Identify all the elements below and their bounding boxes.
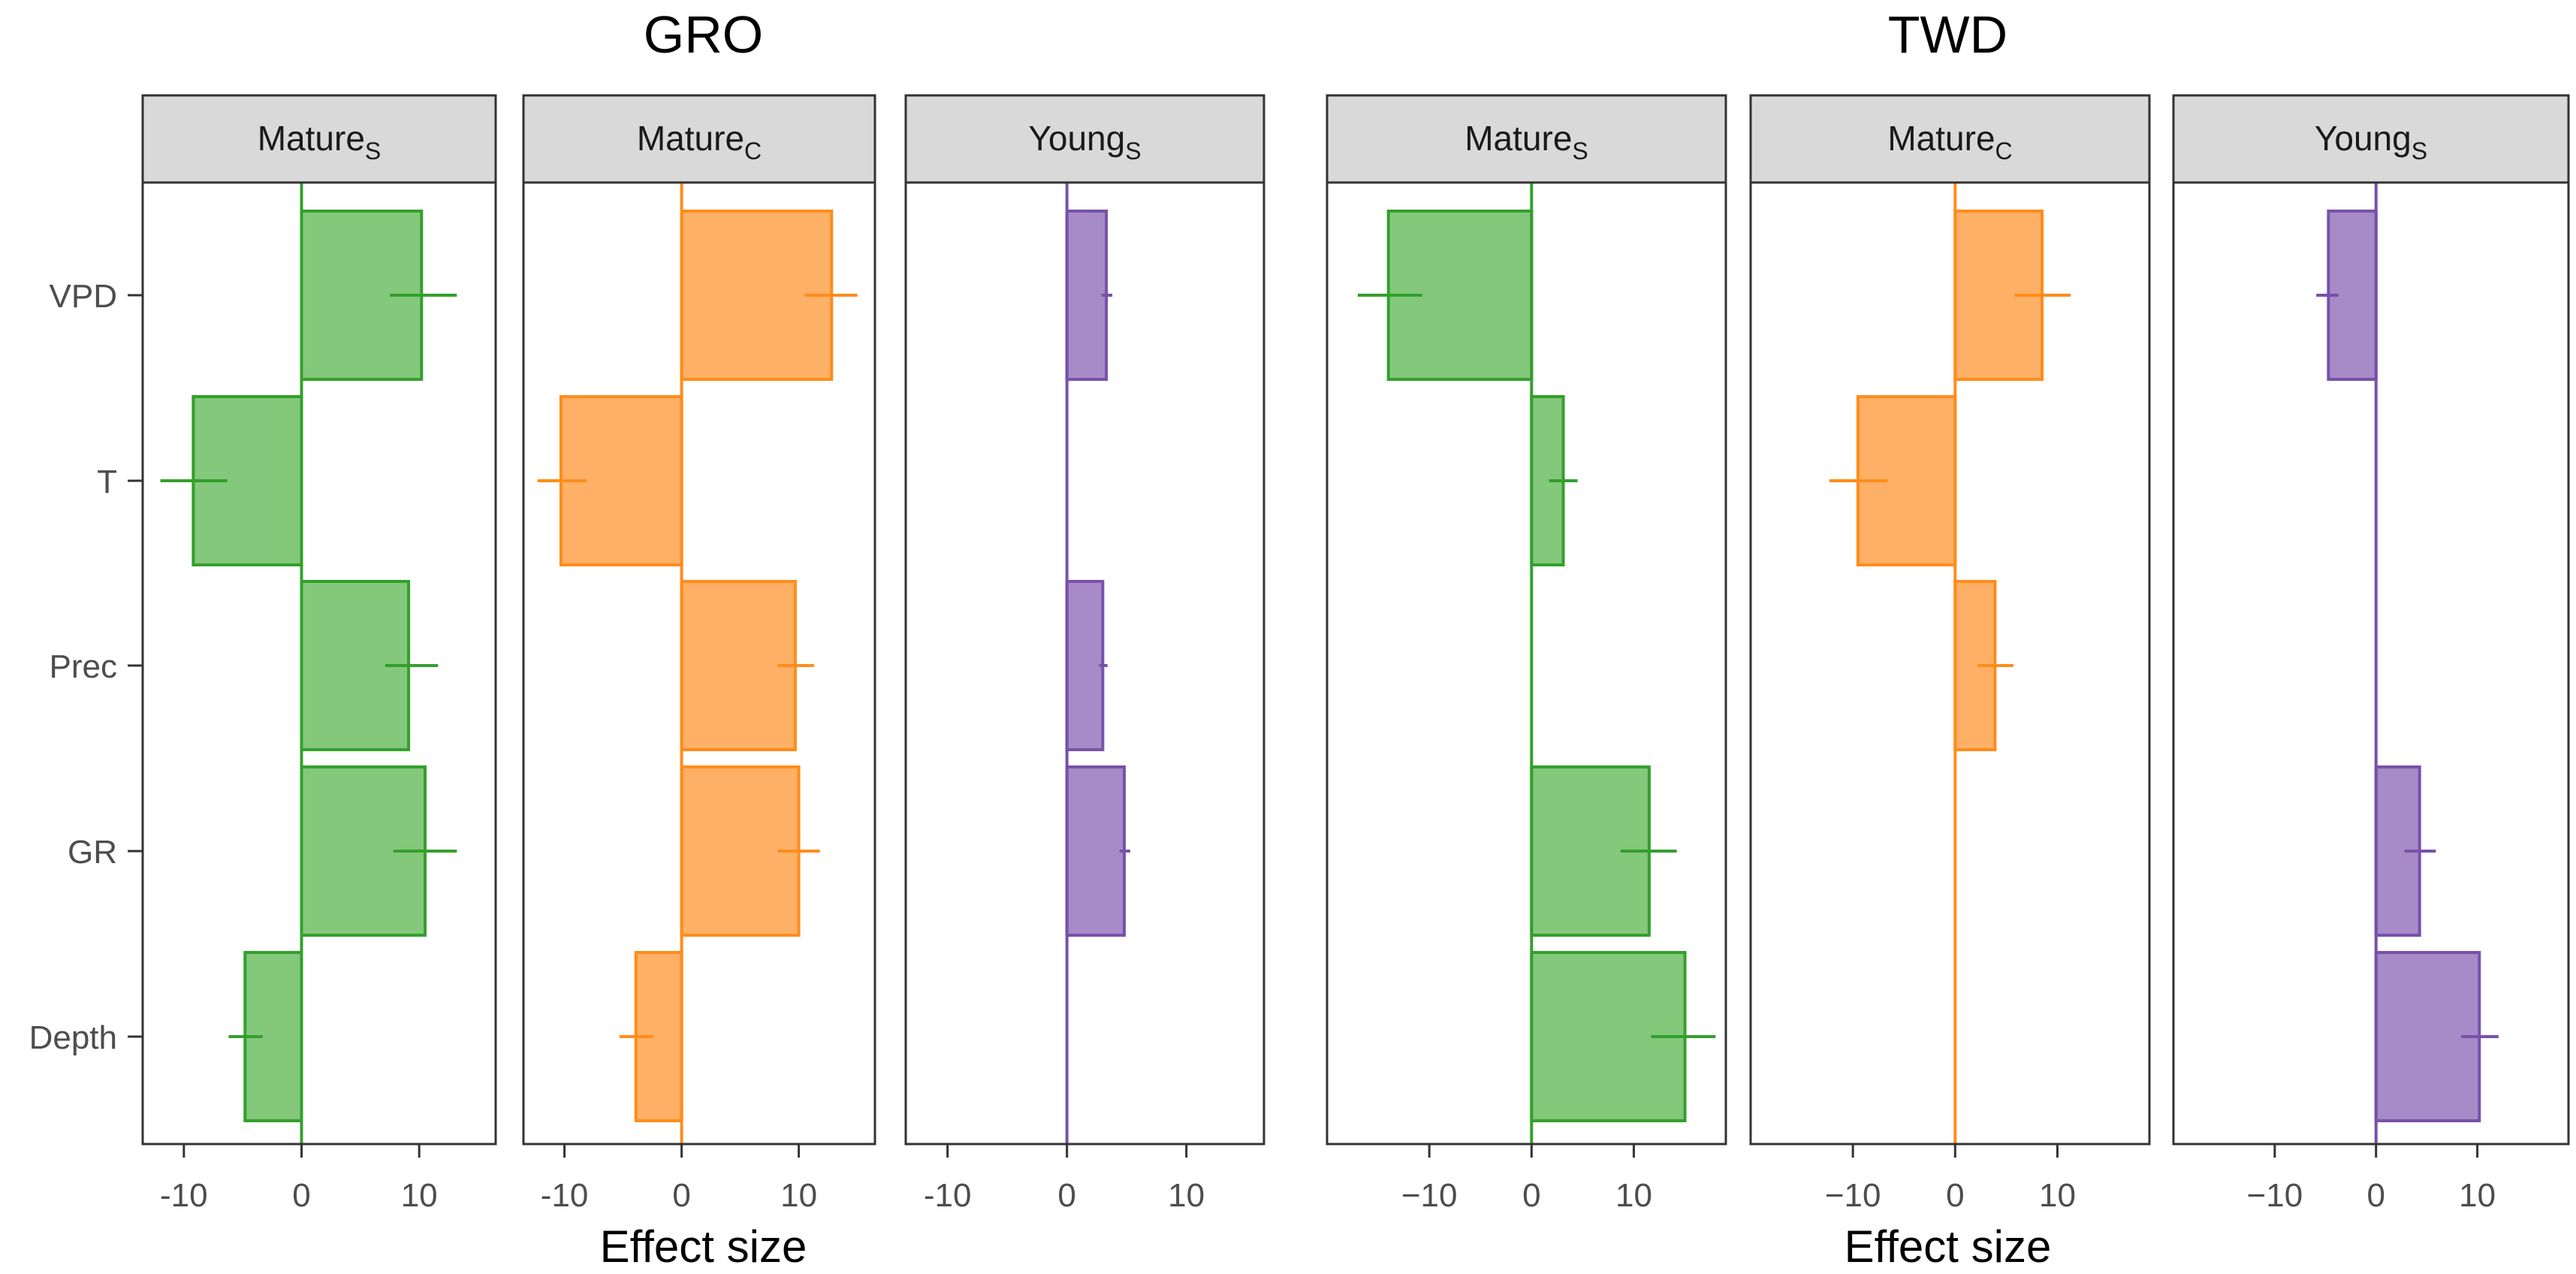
facet-label: MatureS [1464,119,1588,165]
facet-strip [904,94,1265,184]
x-tick-label: −10 [1401,1177,1458,1214]
x-tick-label: -10 [541,1177,589,1214]
facet-label-subscript: C [1995,137,2013,165]
x-tick-label: 10 [1615,1177,1652,1214]
x-tick-label: −10 [2247,1177,2303,1214]
x-tick-label: 0 [2367,1177,2385,1214]
category-label-depth: Depth [29,1019,117,1056]
panel-border [904,181,1265,1146]
category-label-vpd: VPD [50,278,117,315]
panel-border [1749,181,2151,1146]
panel-border [522,181,876,1146]
panel-border [141,181,497,1146]
x-tick-label: 10 [2039,1177,2076,1214]
x-axis-label: Effect size [1845,1221,2052,1270]
category-label-t: T [97,463,117,500]
bar-vpd [1065,210,1109,381]
facet-strip [1749,94,2151,184]
facet-label-subscript: S [1572,137,1588,165]
category-label-gr: GR [68,834,117,871]
x-tick-label: 0 [1057,1177,1075,1214]
panel-border [2172,181,2570,1146]
facet-label: MatureS [258,119,382,165]
panel-background [1751,183,2149,1144]
x-tick-label: 0 [292,1177,310,1214]
facet-label: YoungS [2315,119,2427,165]
x-tick-label: 10 [780,1177,817,1214]
facet-strip [141,94,497,184]
x-tick-label: 10 [2459,1177,2496,1214]
facet-label-subscript: S [365,137,381,165]
x-tick-label: -10 [924,1177,972,1214]
facet-label: YoungS [1028,119,1141,165]
facet-strip [1326,94,1727,184]
bar-prec [1065,580,1105,751]
facet-label-subscript: S [2412,137,2427,165]
facet-label: MatureC [1887,119,2012,165]
facet-label-subscript: S [1125,137,1141,165]
bar-gr [1065,765,1126,937]
x-tick-label: 0 [1522,1177,1540,1214]
panel-border [1326,181,1727,1146]
x-tick-label: 10 [401,1177,438,1214]
x-tick-label: 0 [672,1177,690,1214]
facet-strip [522,94,876,184]
group-title-twd: TWD [1888,5,2007,64]
facet-label-subscript: C [744,137,762,165]
x-tick-label: 10 [1168,1177,1205,1214]
facet-label: MatureC [637,119,762,165]
category-label-prec: Prec [50,648,117,685]
x-axis-label: Effect size [600,1221,807,1270]
x-tick-label: -10 [160,1177,208,1214]
x-tick-label: 0 [1946,1177,1964,1214]
x-tick-label: −10 [1825,1177,1881,1214]
bar-depth [243,951,303,1122]
group-title-gro: GRO [644,5,763,64]
bar-prec [680,580,797,751]
